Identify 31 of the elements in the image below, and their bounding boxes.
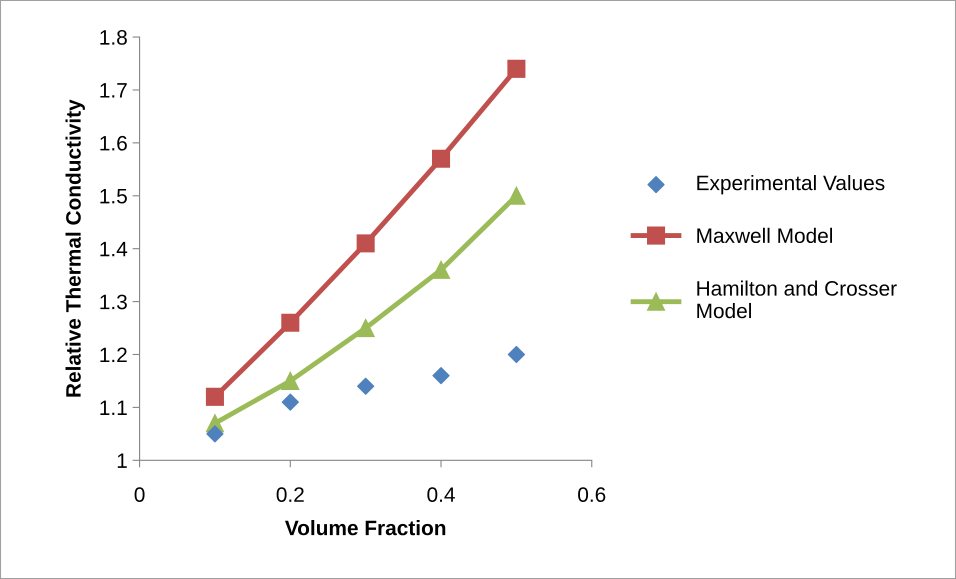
point (357, 378, 374, 395)
x-axis-title: Volume Fraction (284, 520, 446, 536)
y-tick-label: 1.4 (100, 242, 128, 256)
x-tick-label: 0.4 (427, 487, 455, 502)
y-tick-label: 1.5 (100, 188, 127, 204)
y-axis-title: Relative Thermal Conductivity (66, 99, 85, 397)
point (432, 150, 450, 168)
point (356, 234, 375, 252)
y-tick-label: 1.2 (100, 347, 127, 362)
point (206, 425, 224, 442)
point (206, 388, 224, 406)
x-tick-label: 0.6 (578, 487, 606, 502)
point (282, 394, 299, 411)
y-tick-label: 1.7 (100, 83, 127, 98)
point (356, 319, 375, 338)
legend-label: Experimental Values (697, 174, 884, 194)
point (432, 260, 450, 279)
point (432, 367, 450, 384)
y-tick-label: 1.6 (100, 136, 127, 151)
y-tick-label: 1.8 (100, 30, 127, 45)
x-tick-label: 0.2 (276, 487, 304, 502)
point (508, 346, 525, 364)
legend-label: Hamilton and Crosser Model (697, 280, 897, 318)
x-tick-label: 0 (134, 487, 145, 502)
point (281, 372, 300, 390)
y-tick-label: 1 (118, 454, 127, 468)
point (281, 314, 300, 332)
y-tick-label: 1.1 (100, 400, 127, 415)
point (507, 60, 526, 78)
legend-label: Maxwell Model (697, 228, 832, 244)
y-tick-label: 1.3 (100, 294, 127, 310)
